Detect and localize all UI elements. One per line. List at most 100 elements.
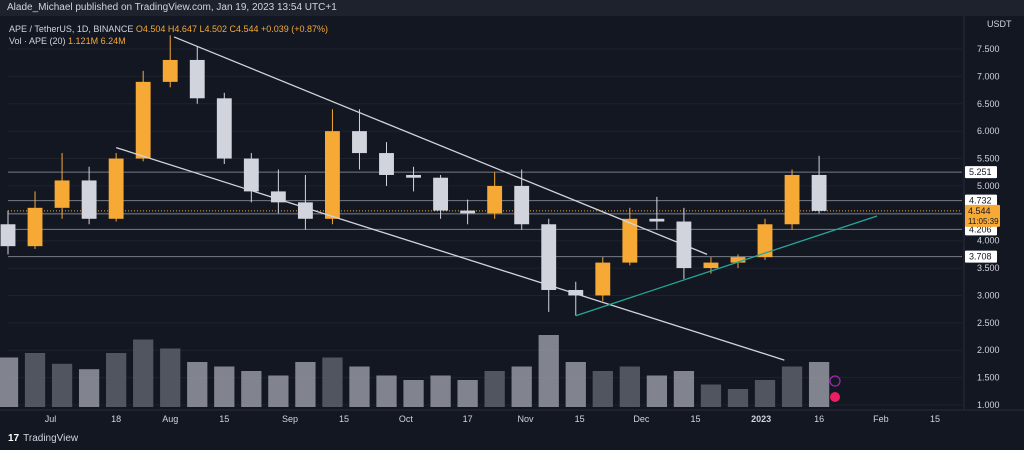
price-level-tag-label: 4.206 [969, 224, 992, 234]
time-axis-tick: 15 [575, 414, 585, 424]
candle-body[interactable] [54, 180, 70, 208]
tradingview-logo[interactable]: 17 TradingView [8, 433, 78, 444]
volume-bar [565, 362, 586, 407]
volume-bar [700, 384, 722, 407]
support-trendline[interactable] [575, 215, 878, 317]
time-axis-tick: Feb [873, 414, 889, 424]
price-level-tag[interactable] [965, 194, 997, 207]
channel-lower-line[interactable] [115, 146, 785, 361]
volume-bar [727, 389, 749, 407]
volume-bar [673, 371, 695, 407]
legend-ohlc: O4.504 H4.647 L4.502 C4.544 +0.039 (+0.8… [135, 24, 329, 34]
volume-bar [511, 366, 532, 407]
last-price-tag-value: 4.544 [968, 206, 991, 216]
channel-upper-line[interactable] [173, 36, 708, 255]
time-axis-tick: Oct [399, 414, 414, 424]
candle-body[interactable] [379, 153, 394, 175]
candle-body[interactable] [460, 210, 476, 214]
candle-body[interactable] [297, 202, 313, 219]
candle-body[interactable] [730, 257, 746, 263]
candle-body[interactable] [568, 289, 584, 296]
candle-body[interactable] [27, 207, 43, 247]
time-axis-tick: Aug [162, 414, 178, 424]
price-level-tag-label: 3.708 [969, 252, 992, 262]
candle-body[interactable] [703, 262, 719, 269]
candle-body[interactable] [135, 81, 151, 159]
volume-bar [538, 335, 559, 407]
time-axis-tick: 16 [814, 414, 824, 424]
candle-body[interactable] [649, 218, 665, 222]
time-axis-tick: Jul [45, 414, 57, 424]
volume-bar [619, 366, 640, 407]
candle-body[interactable] [541, 224, 557, 290]
legend-symbol[interactable]: APE / TetherUS, 1D, BINANCE [9, 24, 134, 34]
volume-bar [592, 371, 613, 407]
price-axis-tick: 4.000 [977, 236, 1000, 246]
candle-body[interactable] [784, 174, 800, 225]
price-axis-tick: 2.500 [977, 318, 1000, 328]
price-axis-tick: 2.000 [977, 345, 1000, 355]
volume-bar [0, 357, 19, 407]
volume-bar [160, 348, 181, 407]
legend-symbol-row: APE / TetherUS, 1D, BINANCE O4.504 H4.64… [9, 24, 328, 34]
tradingview-logo-text: TradingView [23, 433, 79, 444]
volume-bar [349, 366, 370, 407]
time-axis-tick: Sep [282, 414, 298, 424]
candle-body[interactable] [0, 224, 16, 247]
volume-bar [133, 339, 154, 407]
volume-bar [808, 362, 830, 407]
publish-bar [0, 0, 1024, 16]
last-price-countdown: 11:05:39 [968, 217, 999, 226]
candle-body[interactable] [487, 185, 503, 214]
price-level-tag-label: 5.251 [969, 167, 992, 177]
candle-body[interactable] [406, 174, 421, 178]
candle-body[interactable] [595, 262, 611, 296]
time-axis-tick: 15 [219, 414, 229, 424]
candle-body[interactable] [352, 131, 367, 154]
price-level-tag[interactable] [965, 166, 997, 179]
candle-body[interactable] [433, 177, 449, 211]
time-axis-tick: 17 [463, 414, 473, 424]
price-axis-tick: 3.000 [977, 290, 1000, 300]
price-axis-tick: 1.000 [977, 400, 1000, 410]
volume-bar [754, 380, 776, 407]
price-level-tag-label: 4.732 [969, 196, 992, 206]
volume-bar [781, 366, 803, 407]
price-level-tag[interactable] [965, 250, 997, 263]
volume-bar [322, 357, 343, 407]
volume-bar [187, 362, 208, 407]
us-flag-event-icon[interactable] [830, 392, 840, 402]
volume-bar [376, 375, 397, 407]
candle-body[interactable] [108, 158, 124, 219]
price-chart[interactable]: USDT 1.000 1.500 2.000 2.500 3.000 3.500 4.000 4… [0, 16, 1024, 430]
volume-bar [268, 375, 289, 407]
volume-bar [295, 362, 316, 407]
candle-body[interactable] [216, 98, 232, 159]
legend-volume-row: Vol · APE (20) 1.121M 6.24M [9, 36, 126, 46]
volume-bar [430, 375, 451, 407]
candle-body[interactable] [325, 131, 340, 219]
candle-body[interactable] [622, 218, 638, 263]
candle-body[interactable] [81, 180, 97, 219]
candle-body[interactable] [514, 185, 530, 225]
candle-body[interactable] [243, 158, 259, 192]
candle-body[interactable] [811, 174, 827, 211]
time-axis-tick: Nov [518, 414, 535, 424]
time-axis-tick: 2023 [751, 414, 771, 424]
last-price-tag[interactable] [965, 204, 1000, 227]
candle-body[interactable] [189, 59, 205, 99]
lightning-event-icon[interactable] [829, 375, 841, 387]
legend-volume-label[interactable]: Vol · APE (20) [9, 36, 66, 46]
candle-body[interactable] [162, 59, 178, 82]
time-axis-tick: Dec [633, 414, 650, 424]
volume-bar [78, 369, 100, 407]
volume-bar [106, 353, 127, 407]
candle-body[interactable] [270, 191, 286, 203]
price-axis-tick: 3.500 [977, 263, 1000, 273]
publish-text: Alade_Michael published on TradingView.c… [7, 2, 337, 13]
tradingview-mark-icon: 17 [8, 433, 20, 444]
candle-body[interactable] [757, 224, 773, 258]
volume-bar [51, 363, 73, 407]
volume-bar [24, 353, 46, 407]
price-axis-unit: USDT [987, 19, 1012, 29]
